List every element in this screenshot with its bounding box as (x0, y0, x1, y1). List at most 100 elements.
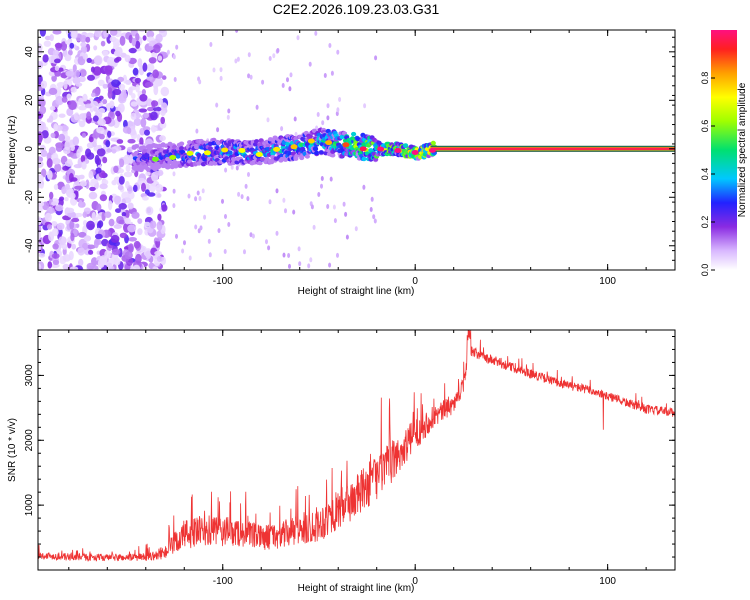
spectrogram-noise-blob (119, 35, 126, 46)
spectrogram-peak (169, 155, 177, 160)
spectrogram-noise-dot (294, 131, 298, 137)
spectrogram-noise-blob (50, 132, 56, 139)
spectrogram-noise-dot (255, 104, 259, 110)
spectrogram-noise-blob (86, 244, 96, 250)
spectrogram-noise-dot (198, 196, 202, 201)
spectrogram-noise-dot (320, 176, 324, 181)
spectrogram-noise-blob (118, 176, 125, 185)
spectrogram-noise-blob (53, 123, 58, 132)
spectrogram-noise-blob (38, 160, 44, 168)
spectrogram-noise-blob (151, 126, 158, 132)
spectrogram-noise-blob (38, 263, 42, 270)
spectrogram-noise-blob (126, 146, 133, 153)
snr-xtick-label: 100 (599, 576, 616, 587)
spectrogram-noise-blob (63, 80, 68, 90)
spectrogram-noise-blob (38, 225, 42, 233)
spectrogram-noise-blob (90, 100, 99, 108)
spectrogram-noise-blob (157, 213, 162, 221)
spectrogram-noise-blob (46, 207, 55, 214)
spectrogram-noise-blob (123, 154, 132, 165)
spectrogram-noise-blob (139, 94, 148, 102)
spectrogram-noise-blob (127, 185, 133, 194)
spectrogram-noise-blob (135, 84, 140, 93)
spectrogram-noise-blob (69, 220, 75, 230)
spectrogram-noise-dot (219, 75, 223, 81)
spectrogram-noise-blob (152, 266, 158, 270)
spectrogram-noise-blob (143, 112, 150, 119)
spectrogram-noise-dot (268, 199, 272, 205)
spectrogram-noise-blob (72, 136, 80, 146)
spectrogram-noise-blob (46, 158, 53, 168)
spectrogram-noise-blob (123, 92, 128, 99)
snr-ytick-label: 3000 (24, 364, 35, 387)
spectrogram-noise-blob (71, 243, 77, 250)
spectrogram-noise-blob (152, 106, 162, 112)
spectrogram-noise-blob (78, 105, 87, 111)
spectrogram-noise-blob (51, 74, 57, 82)
spectrogram-noise-blob (160, 102, 168, 111)
spectrogram-noise-dot (329, 176, 333, 182)
colorbar: 0.0 0.2 0.4 0.6 0.8 Normalized spectral ampl… (700, 30, 748, 276)
spectrogram-noise-blob (104, 211, 112, 218)
spectrogram-noise-blob (38, 98, 46, 108)
spectrogram-noise-dot (338, 97, 342, 102)
spectrogram-noise-blob (52, 243, 59, 250)
spectrogram-noise-blob (58, 67, 64, 72)
spectrogram-noise-dot (276, 48, 280, 53)
spectrogram-noise-blob (153, 85, 159, 96)
spectrogram-noise-dot (226, 114, 230, 120)
spectrogram-noise-blob (73, 112, 80, 121)
spectrogram-noise-blob (94, 30, 102, 38)
spectrogram-noise-blob (110, 234, 120, 243)
spectrogram-noise-blob (82, 93, 88, 102)
spectrogram-noise-dot (336, 49, 340, 55)
spectrogram-band-cell (314, 150, 320, 156)
spectrogram-noise-blob (146, 63, 155, 72)
spectrogram-noise-blob (114, 195, 121, 205)
snr-ytick-label: 1000 (24, 494, 35, 517)
spectrogram-noise-blob (124, 251, 133, 260)
spectrogram-noise-dot (330, 70, 334, 76)
spectrogram-noise-dot (296, 35, 300, 41)
spectrogram-noise-blob (161, 204, 168, 212)
spectrogram-noise-dot (323, 73, 327, 78)
spectrogram-noise-blob (133, 118, 142, 126)
spectrogram-noise-blob (54, 65, 60, 72)
spectrogram-noise-dot (281, 83, 285, 88)
spectrogram-noise-blob (88, 136, 94, 143)
spectrogram-band-cell (330, 153, 336, 158)
spectrogram-noise-blob (140, 118, 147, 128)
spectrogram-noise-dot (172, 54, 176, 60)
spectrogram-noise-blob (54, 58, 61, 64)
spectrogram-noise-blob (68, 49, 73, 56)
snr-xtick-label: -100 (213, 576, 233, 587)
spectrogram-noise-blob (58, 236, 67, 245)
snr-series-line (38, 330, 675, 563)
spectrogram-noise-dot (236, 56, 240, 62)
spectrogram-noise-blob (44, 212, 52, 222)
spectrogram-noise-blob (125, 164, 131, 172)
spectrogram-xtick-label: 100 (599, 276, 616, 287)
colorbar-tick-label: 0.2 (700, 216, 710, 229)
spectrogram-noise-blob (99, 194, 108, 202)
spectrogram-noise-blob (117, 103, 125, 113)
spectrogram-band-cell (145, 167, 151, 172)
spectrogram-noise-dot (247, 52, 251, 58)
spectrogram-noise-dot (344, 211, 348, 217)
spectrogram-noise-dot (268, 56, 272, 61)
spectrogram-noise-dot (234, 58, 238, 64)
spectrogram-noise-blob (109, 100, 115, 109)
spectrogram-noise-blob (38, 134, 43, 144)
spectrogram-ytick-label: -20 (24, 190, 35, 205)
spectrogram-noise-blob (73, 228, 78, 237)
spectrogram-noise-blob (46, 224, 53, 230)
snr-xtick-label: 0 (412, 576, 418, 587)
spectrogram-noise-blob (38, 174, 44, 183)
spectrogram-band-cell (265, 143, 271, 148)
spectrogram-noise-blob (56, 222, 65, 231)
spectrogram-noise-blob (155, 33, 163, 43)
spectrogram-noise-dot (181, 248, 185, 254)
snr-ylabel: SNR (10 * v/v) (7, 418, 18, 482)
spectrogram-noise-blob (80, 155, 86, 163)
spectrogram-noise-dot (310, 204, 314, 210)
